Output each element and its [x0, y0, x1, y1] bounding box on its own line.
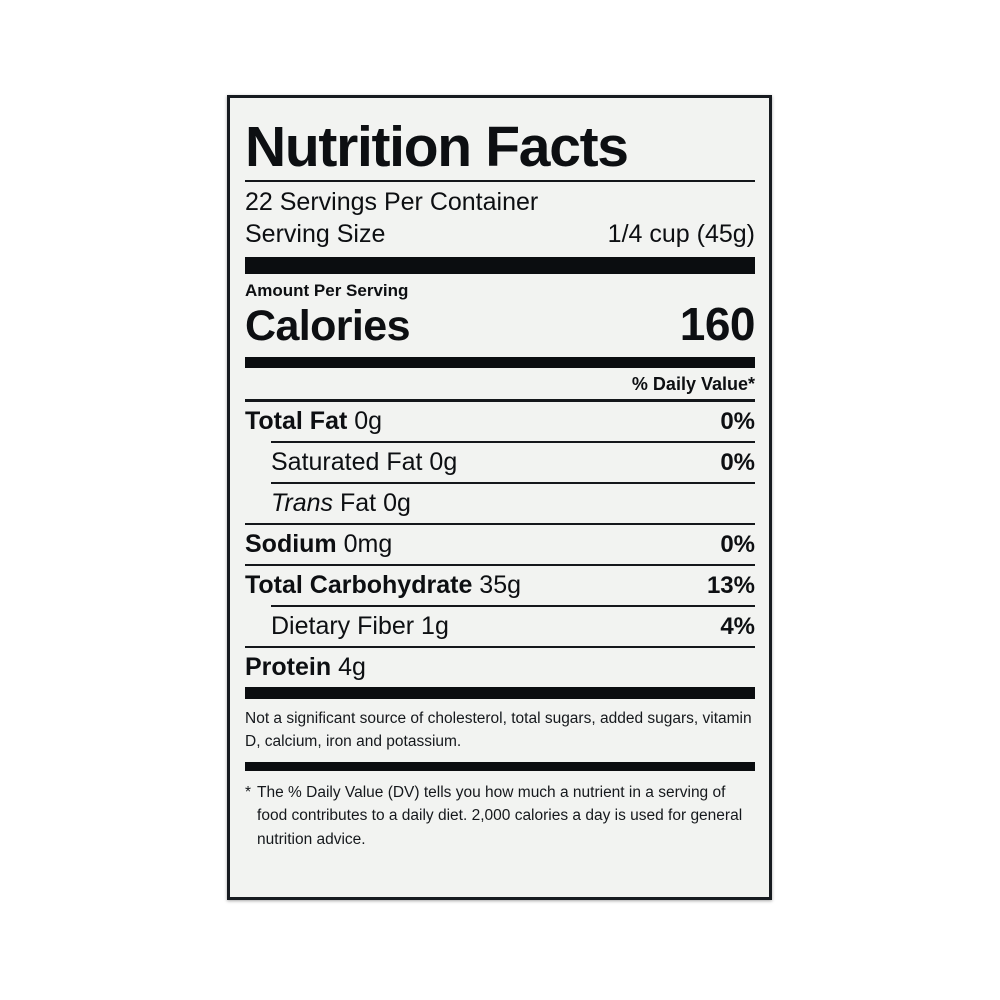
- daily-value-header: % Daily Value*: [631, 374, 755, 395]
- calories-label: Calories: [245, 302, 410, 351]
- page-title: Nutrition Facts: [245, 115, 629, 179]
- nutrient-divider: [245, 646, 755, 649]
- nutrient-name: Total Carbohydrate 35g: [245, 571, 522, 600]
- nutrient-row: Sodium 0mg 0%: [245, 525, 755, 564]
- daily-value-footnote: * The % Daily Value (DV) tells you how m…: [245, 771, 755, 851]
- serving-size-value: 1/4 cup (45g): [607, 219, 755, 248]
- footnote-asterisk: *: [245, 784, 252, 802]
- calories-row: Calories 160: [245, 298, 756, 357]
- servings-per-container: 22 Servings Per Container: [245, 188, 539, 216]
- nutrient-daily-value: 13%: [706, 572, 755, 600]
- nutrients-footnote-divider: [245, 687, 755, 700]
- nutrient-row: Total Carbohydrate 35g 13%: [245, 566, 755, 605]
- nutrient-name-bold: Sodium: [245, 530, 337, 559]
- nutrient-name-italic: Trans: [271, 489, 334, 518]
- not-significant-note: Not a significant source of cholesterol,…: [245, 699, 755, 762]
- label-content: Nutrition Facts 22 Servings Per Containe…: [230, 98, 769, 897]
- nutrient-name: Total Fat 0g: [245, 407, 383, 436]
- nutrient-name-bold: Total Carbohydrate: [245, 571, 473, 600]
- nutrient-divider: [271, 441, 755, 444]
- nutrient-name: Protein 4g: [245, 653, 366, 682]
- nutrient-list: Total Fat 0g 0% Saturated Fat 0g 0% Trans Fa…: [245, 402, 755, 687]
- serving-size-label: Serving Size: [245, 219, 386, 248]
- footnote-divider: [245, 762, 755, 772]
- nutrient-divider: [271, 605, 755, 608]
- nutrient-name: Saturated Fat 0g: [271, 448, 458, 477]
- nutrient-name-bold: Protein: [245, 653, 332, 682]
- not-significant-note-text: Not a significant source of cholesterol,…: [245, 710, 752, 750]
- nutrient-divider: [271, 482, 755, 485]
- nutrient-name-bold: Total Fat: [245, 407, 348, 436]
- title-divider: [245, 180, 755, 182]
- nutrient-row: Saturated Fat 0g 0%: [245, 443, 755, 482]
- nutrient-daily-value: 0%: [720, 531, 755, 559]
- daily-value-divider: [245, 399, 755, 403]
- nutrient-divider: [245, 564, 755, 567]
- nutrient-divider: [245, 523, 755, 526]
- calories-value: 160: [679, 298, 756, 351]
- nutrition-facts-label: Nutrition Facts 22 Servings Per Containe…: [227, 95, 772, 900]
- nutrient-name: Sodium 0mg: [245, 530, 393, 559]
- nutrient-name: Dietary Fiber 1g: [271, 612, 449, 641]
- calories-divider: [245, 357, 755, 369]
- serving-size-row: Serving Size 1/4 cup (45g): [245, 219, 755, 257]
- servings-calories-divider: [245, 256, 755, 274]
- daily-value-footnote-text: The % Daily Value (DV) tells you how muc…: [257, 784, 743, 848]
- nutrient-row: Dietary Fiber 1g 4%: [245, 607, 755, 646]
- amount-per-serving-label: Amount Per Serving: [245, 280, 409, 300]
- nutrient-daily-value: 0%: [720, 408, 755, 436]
- nutrient-daily-value: 0%: [720, 449, 755, 477]
- nutrient-row: Protein 4g: [245, 648, 755, 687]
- nutrient-daily-value: 4%: [720, 613, 755, 641]
- nutrient-row: Total Fat 0g 0%: [245, 402, 755, 441]
- nutrient-name: Trans Fat 0g: [271, 489, 411, 518]
- nutrient-row: Trans Fat 0g: [245, 484, 755, 523]
